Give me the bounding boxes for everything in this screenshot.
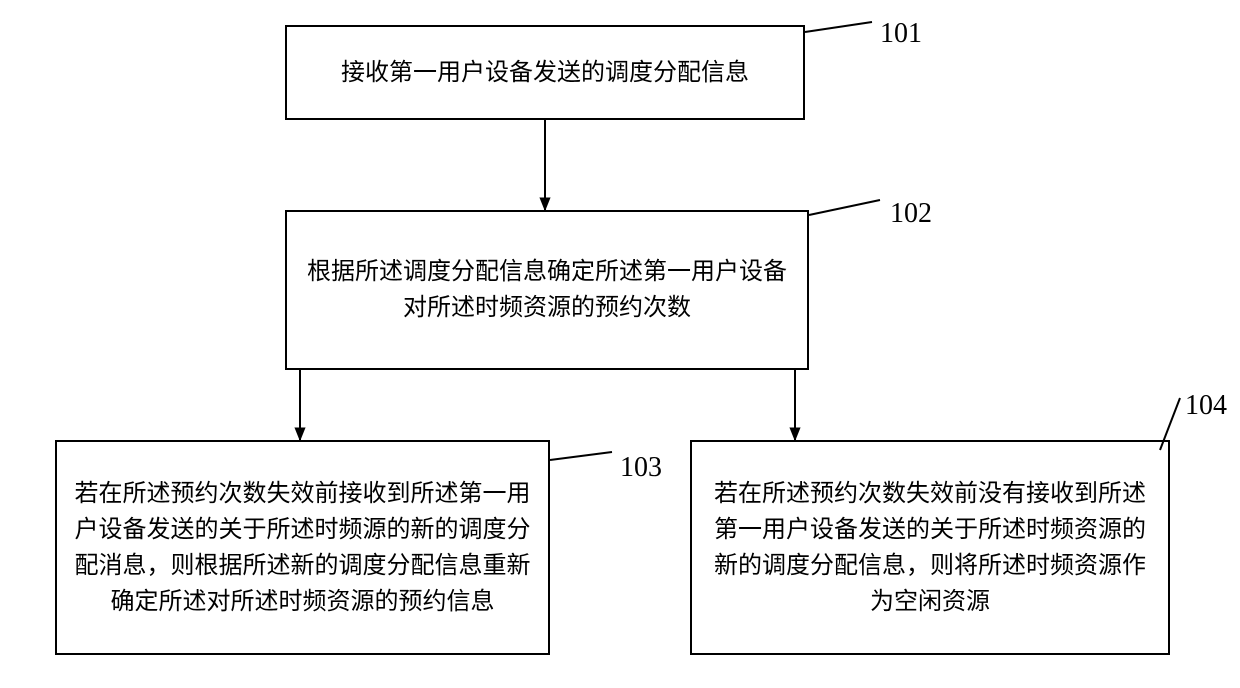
node-text: 若在所述预约次数失效前接收到所述第一用户设备发送的关于所述时频源的新的调度分配消… [69,476,536,620]
node-ref-label: 102 [890,198,932,230]
flowchart-node: 接收第一用户设备发送的调度分配信息 [285,25,805,120]
node-ref-label: 101 [880,18,922,50]
node-text: 根据所述调度分配信息确定所述第一用户设备对所述时频资源的预约次数 [299,254,795,326]
flowchart-node: 若在所述预约次数失效前没有接收到所述第一用户设备发送的关于所述时频资源的新的调度… [690,440,1170,655]
leader-line [809,200,880,215]
node-ref-label: 104 [1185,390,1227,422]
node-text: 接收第一用户设备发送的调度分配信息 [341,55,749,91]
node-ref-label: 103 [620,452,662,484]
flowchart-node: 若在所述预约次数失效前接收到所述第一用户设备发送的关于所述时频源的新的调度分配消… [55,440,550,655]
flowchart-node: 根据所述调度分配信息确定所述第一用户设备对所述时频资源的预约次数 [285,210,809,370]
leader-line [550,452,612,460]
leader-line [805,22,872,32]
node-text: 若在所述预约次数失效前没有接收到所述第一用户设备发送的关于所述时频资源的新的调度… [704,476,1156,620]
